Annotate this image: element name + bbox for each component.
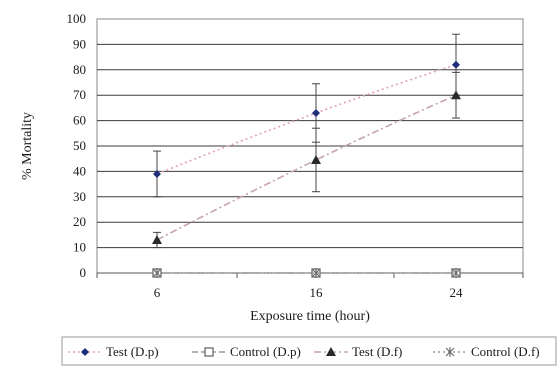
series-2 <box>152 71 461 249</box>
legend-marker <box>445 347 455 357</box>
y-tick-label: 10 <box>73 240 86 255</box>
x-tick-label: 16 <box>310 285 324 300</box>
legend-marker <box>326 347 336 356</box>
x-axis-title: Exposure time (hour) <box>250 309 370 324</box>
data-point <box>153 169 161 178</box>
series-layer <box>152 33 461 278</box>
y-tick-label: 60 <box>73 113 86 128</box>
y-tick-label: 80 <box>73 62 86 77</box>
series-line <box>156 94 457 241</box>
data-point <box>451 268 461 278</box>
data-point <box>311 154 321 164</box>
y-tick-label: 20 <box>73 214 86 229</box>
data-point <box>311 268 321 278</box>
series-3 <box>152 268 461 278</box>
y-axis-title: % Mortality <box>20 112 35 180</box>
legend-marker <box>204 347 214 357</box>
data-point <box>312 108 320 117</box>
data-point <box>452 60 460 69</box>
x-tick-label: 24 <box>450 285 464 300</box>
legend-label: Control (D.f) <box>471 344 540 359</box>
legend-label: Control (D.p) <box>230 344 301 359</box>
y-tick-label: 30 <box>73 189 86 204</box>
data-point <box>152 234 162 244</box>
legend-label: Test (D.f) <box>352 344 402 359</box>
legend-marker <box>81 348 89 356</box>
legend: Test (D.p) Control (D.p) Test (D.f) Control… <box>61 336 557 366</box>
legend-box <box>61 336 557 366</box>
y-tick-label: 40 <box>73 163 86 178</box>
y-tick-label: 70 <box>73 87 86 102</box>
y-tick-label: 0 <box>80 265 87 280</box>
data-point <box>152 268 162 278</box>
y-tick-label: 90 <box>73 36 86 51</box>
legend-label: Test (D.p) <box>106 344 159 359</box>
x-tick-label: 6 <box>154 285 161 300</box>
data-point <box>451 90 461 100</box>
y-tick-label: 100 <box>67 11 87 26</box>
y-tick-label: 50 <box>73 138 86 153</box>
